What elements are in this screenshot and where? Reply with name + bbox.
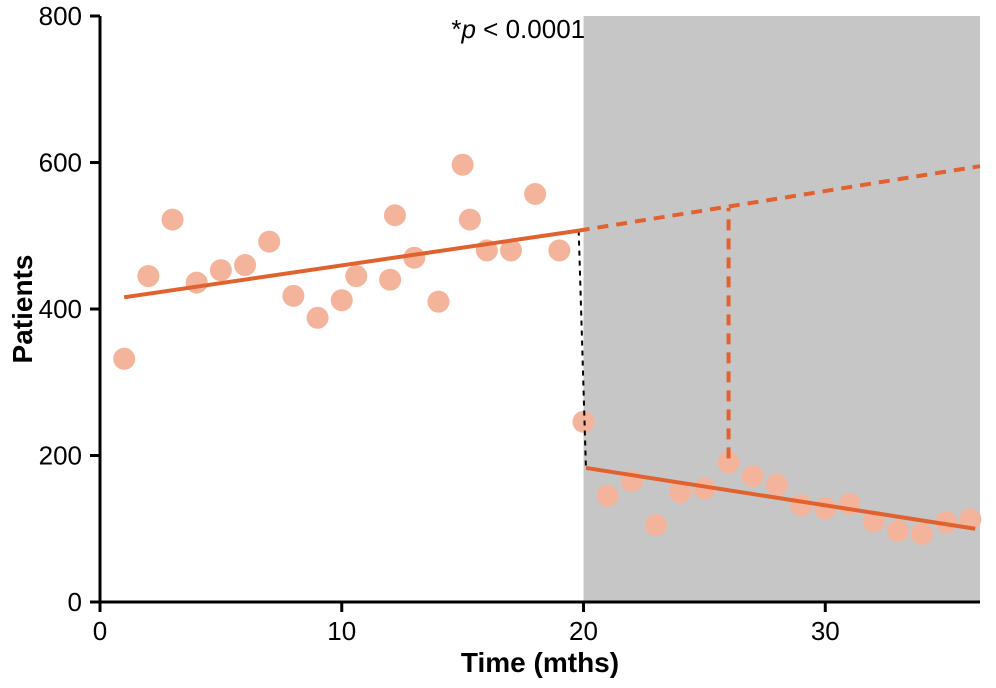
x-tick-label: 30 xyxy=(811,616,840,646)
y-tick-label: 200 xyxy=(39,441,82,471)
p-value-annotation: *p < 0.0001 xyxy=(451,14,585,44)
y-tick-label: 0 xyxy=(68,587,82,617)
scatter-point xyxy=(524,183,546,205)
scatter-point xyxy=(345,265,367,287)
y-tick-label: 400 xyxy=(39,294,82,324)
y-tick-label: 600 xyxy=(39,148,82,178)
scatter-point xyxy=(459,209,481,231)
scatter-point xyxy=(210,259,232,281)
chart-svg: 0 200 400 600 800 0 10 20 30 Time (mths) Patients *… xyxy=(0,0,996,688)
scatter-point xyxy=(307,307,329,329)
scatter-point xyxy=(331,289,353,311)
scatter-point xyxy=(911,523,933,545)
scatter-point xyxy=(645,514,667,536)
x-tick-label: 20 xyxy=(569,616,598,646)
scatter-point xyxy=(887,520,909,542)
x-tick-label: 0 xyxy=(93,616,107,646)
scatter-point xyxy=(186,272,208,294)
scatter-point xyxy=(452,154,474,176)
y-axis-label: Patients xyxy=(7,255,38,364)
scatter-point xyxy=(597,485,619,507)
scatter-point xyxy=(766,474,788,496)
scatter-point xyxy=(427,291,449,313)
scatter-point xyxy=(137,265,159,287)
scatter-point xyxy=(742,465,764,487)
scatter-point xyxy=(379,269,401,291)
scatter-point xyxy=(384,204,406,226)
chart-container: 0 200 400 600 800 0 10 20 30 Time (mths) Patients *… xyxy=(0,0,996,688)
scatter-point xyxy=(282,285,304,307)
shaded-region xyxy=(584,16,980,602)
x-tick-label: 10 xyxy=(327,616,356,646)
scatter-point xyxy=(113,348,135,370)
scatter-point xyxy=(162,209,184,231)
y-tick-label: 800 xyxy=(39,1,82,31)
scatter-point xyxy=(548,239,570,261)
scatter-point xyxy=(790,494,812,516)
x-axis-label: Time (mths) xyxy=(461,647,619,678)
scatter-point xyxy=(258,231,280,253)
scatter-point xyxy=(234,254,256,276)
